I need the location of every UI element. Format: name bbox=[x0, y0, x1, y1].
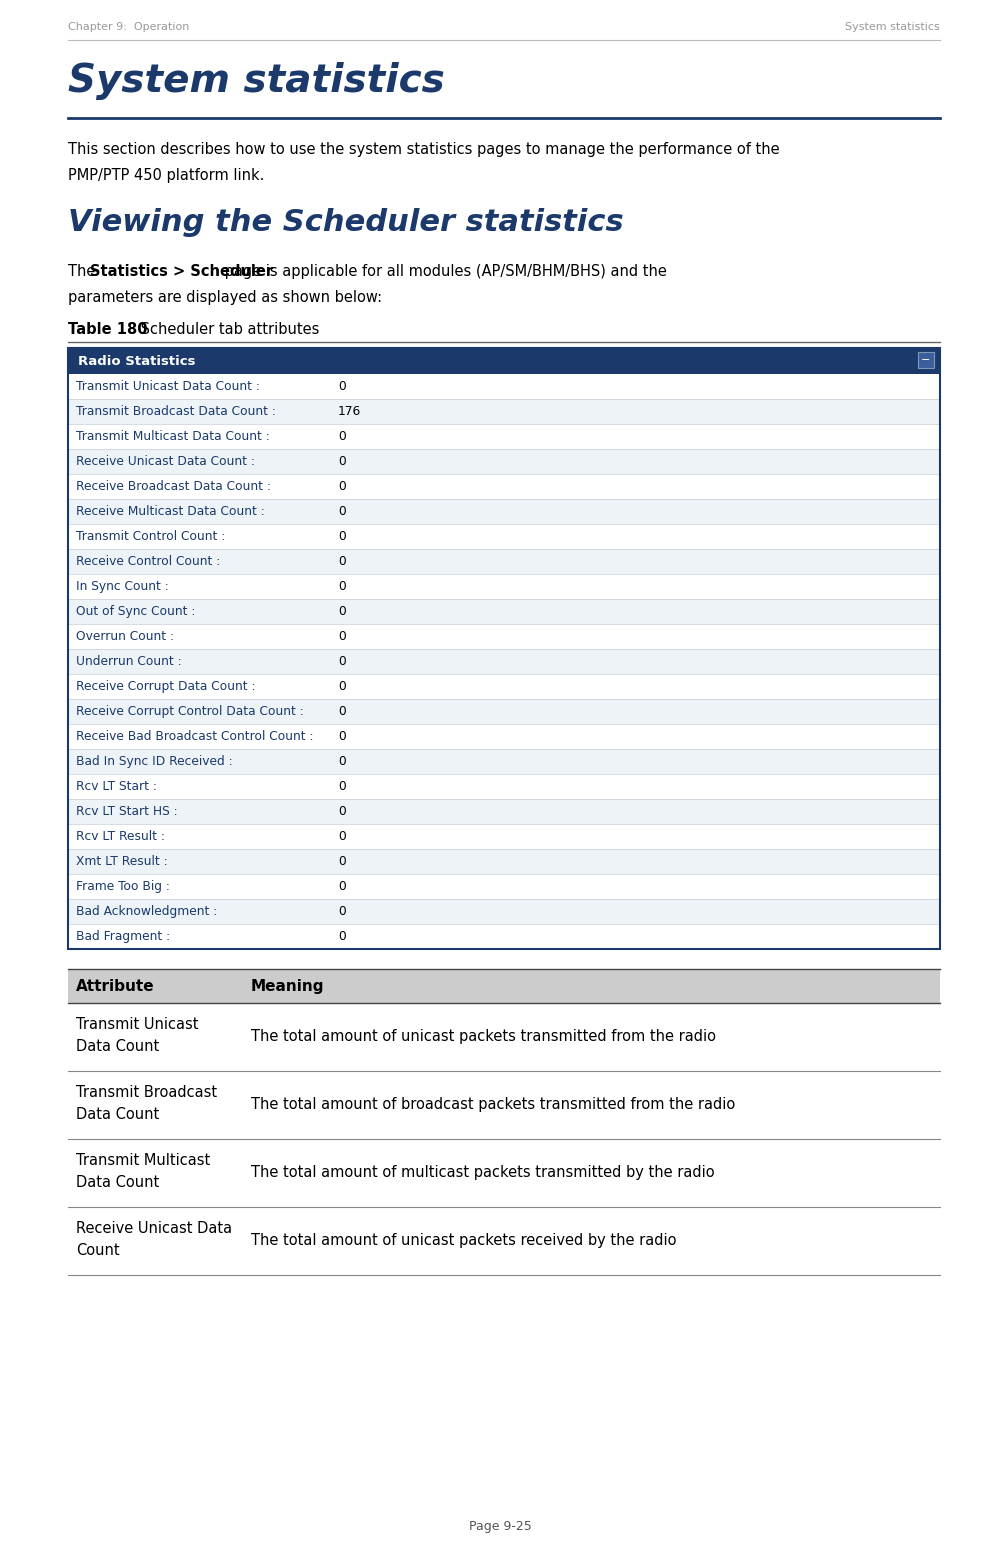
Text: Viewing the Scheduler statistics: Viewing the Scheduler statistics bbox=[68, 209, 624, 237]
Text: Receive Corrupt Data Count :: Receive Corrupt Data Count : bbox=[76, 680, 256, 692]
Text: Radio Statistics: Radio Statistics bbox=[78, 355, 196, 367]
Text: 0: 0 bbox=[338, 380, 346, 394]
Text: Transmit Unicast
Data Count: Transmit Unicast Data Count bbox=[76, 1018, 198, 1055]
Text: Attribute: Attribute bbox=[76, 979, 155, 993]
Bar bbox=[68, 874, 940, 899]
Text: Transmit Multicast Data Count :: Transmit Multicast Data Count : bbox=[76, 429, 270, 443]
Bar bbox=[68, 798, 940, 825]
Text: 0: 0 bbox=[338, 780, 346, 794]
Bar bbox=[68, 574, 940, 599]
Text: Receive Unicast Data
Count: Receive Unicast Data Count bbox=[76, 1221, 232, 1259]
Text: The total amount of unicast packets received by the radio: The total amount of unicast packets rece… bbox=[251, 1234, 676, 1248]
Text: 0: 0 bbox=[338, 555, 346, 568]
Text: Bad Fragment :: Bad Fragment : bbox=[76, 930, 170, 943]
Text: Receive Control Count :: Receive Control Count : bbox=[76, 555, 220, 568]
Bar bbox=[68, 699, 940, 724]
Text: The total amount of broadcast packets transmitted from the radio: The total amount of broadcast packets tr… bbox=[251, 1097, 735, 1113]
Bar bbox=[68, 748, 940, 773]
Text: 0: 0 bbox=[338, 531, 346, 543]
Text: PMP/PTP 450 platform link.: PMP/PTP 450 platform link. bbox=[68, 168, 264, 184]
Text: This section describes how to use the system statistics pages to manage the perf: This section describes how to use the sy… bbox=[68, 142, 780, 157]
Text: page is applicable for all modules (AP/SM/BHM/BHS) and the: page is applicable for all modules (AP/S… bbox=[220, 265, 667, 279]
Text: 0: 0 bbox=[338, 705, 346, 717]
Bar bbox=[68, 825, 940, 850]
Text: 0: 0 bbox=[338, 454, 346, 468]
Text: Overrun Count :: Overrun Count : bbox=[76, 630, 174, 643]
Bar bbox=[68, 373, 940, 398]
Text: −: − bbox=[921, 355, 931, 366]
Text: In Sync Count :: In Sync Count : bbox=[76, 580, 169, 593]
Text: 0: 0 bbox=[338, 479, 346, 493]
Text: Underrun Count :: Underrun Count : bbox=[76, 655, 182, 668]
Text: 0: 0 bbox=[338, 906, 346, 918]
Text: Rcv LT Result :: Rcv LT Result : bbox=[76, 829, 165, 843]
Bar bbox=[918, 352, 934, 369]
Text: Transmit Unicast Data Count :: Transmit Unicast Data Count : bbox=[76, 380, 260, 394]
Bar bbox=[68, 549, 940, 574]
Text: 176: 176 bbox=[338, 405, 361, 419]
Text: Receive Corrupt Control Data Count :: Receive Corrupt Control Data Count : bbox=[76, 705, 304, 717]
Text: Receive Unicast Data Count :: Receive Unicast Data Count : bbox=[76, 454, 255, 468]
Text: Scheduler tab attributes: Scheduler tab attributes bbox=[136, 322, 319, 338]
Bar bbox=[68, 423, 940, 450]
Text: The total amount of unicast packets transmitted from the radio: The total amount of unicast packets tran… bbox=[251, 1030, 716, 1044]
Text: 0: 0 bbox=[338, 429, 346, 443]
Bar bbox=[68, 773, 940, 798]
Text: 0: 0 bbox=[338, 930, 346, 943]
Text: 0: 0 bbox=[338, 755, 346, 769]
Text: parameters are displayed as shown below:: parameters are displayed as shown below: bbox=[68, 289, 382, 305]
Bar bbox=[68, 674, 940, 699]
Text: Chapter 9:  Operation: Chapter 9: Operation bbox=[68, 22, 189, 33]
Bar bbox=[68, 599, 940, 624]
Bar bbox=[68, 450, 940, 475]
Text: Rcv LT Start :: Rcv LT Start : bbox=[76, 780, 157, 794]
Text: Statistics > Scheduler: Statistics > Scheduler bbox=[90, 265, 273, 279]
Text: System statistics: System statistics bbox=[68, 62, 445, 100]
Text: 0: 0 bbox=[338, 605, 346, 618]
Text: Bad Acknowledgment :: Bad Acknowledgment : bbox=[76, 906, 217, 918]
Text: Receive Bad Broadcast Control Count :: Receive Bad Broadcast Control Count : bbox=[76, 730, 314, 744]
Text: 0: 0 bbox=[338, 829, 346, 843]
Bar bbox=[68, 475, 940, 499]
Text: 0: 0 bbox=[338, 580, 346, 593]
Text: Rcv LT Start HS :: Rcv LT Start HS : bbox=[76, 804, 178, 818]
Bar bbox=[68, 349, 940, 373]
Text: Out of Sync Count :: Out of Sync Count : bbox=[76, 605, 195, 618]
Text: 0: 0 bbox=[338, 881, 346, 893]
Text: 0: 0 bbox=[338, 680, 346, 692]
Text: The total amount of multicast packets transmitted by the radio: The total amount of multicast packets tr… bbox=[251, 1165, 715, 1181]
Text: Transmit Broadcast
Data Count: Transmit Broadcast Data Count bbox=[76, 1085, 217, 1122]
Bar bbox=[68, 398, 940, 423]
Bar bbox=[68, 349, 940, 949]
Text: 0: 0 bbox=[338, 730, 346, 744]
Text: The: The bbox=[68, 265, 100, 279]
Text: 0: 0 bbox=[338, 630, 346, 643]
Bar bbox=[68, 850, 940, 874]
Bar bbox=[68, 899, 940, 924]
Text: Xmt LT Result :: Xmt LT Result : bbox=[76, 854, 168, 868]
Text: Transmit Broadcast Data Count :: Transmit Broadcast Data Count : bbox=[76, 405, 276, 419]
Text: Meaning: Meaning bbox=[251, 979, 324, 993]
Text: Bad In Sync ID Received :: Bad In Sync ID Received : bbox=[76, 755, 233, 769]
Text: Transmit Control Count :: Transmit Control Count : bbox=[76, 531, 225, 543]
Bar bbox=[68, 649, 940, 674]
Text: Receive Broadcast Data Count :: Receive Broadcast Data Count : bbox=[76, 479, 271, 493]
Text: Frame Too Big :: Frame Too Big : bbox=[76, 881, 170, 893]
Bar bbox=[68, 624, 940, 649]
Text: Receive Multicast Data Count :: Receive Multicast Data Count : bbox=[76, 506, 265, 518]
Text: 0: 0 bbox=[338, 506, 346, 518]
Bar bbox=[68, 969, 940, 1004]
Text: System statistics: System statistics bbox=[845, 22, 940, 33]
Text: Page 9-25: Page 9-25 bbox=[469, 1520, 531, 1533]
Text: Table 180: Table 180 bbox=[68, 322, 148, 338]
Text: 0: 0 bbox=[338, 655, 346, 668]
Text: 0: 0 bbox=[338, 854, 346, 868]
Bar bbox=[68, 924, 940, 949]
Bar bbox=[68, 499, 940, 524]
Bar bbox=[68, 724, 940, 748]
Text: Transmit Multicast
Data Count: Transmit Multicast Data Count bbox=[76, 1153, 210, 1190]
Bar bbox=[68, 524, 940, 549]
Text: 0: 0 bbox=[338, 804, 346, 818]
